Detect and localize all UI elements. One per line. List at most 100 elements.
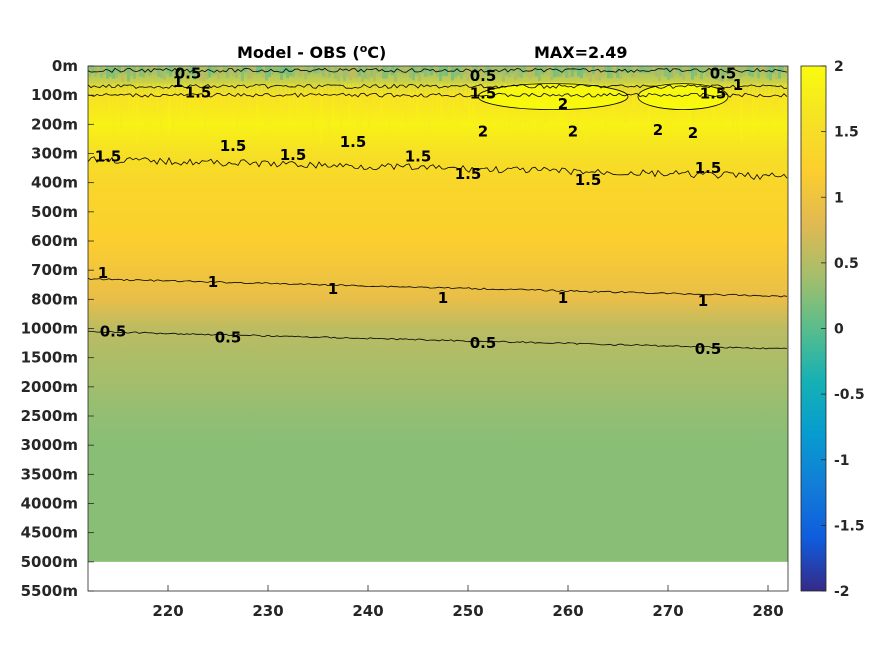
heatmap-cell	[700, 66, 703, 80]
heatmap-cell	[307, 66, 310, 75]
x-tick-label: 280	[752, 602, 783, 620]
title-left-text: Model - OBS (	[237, 43, 360, 62]
heatmap-cell	[336, 83, 339, 99]
heatmap-cell	[320, 83, 323, 143]
heatmap-cell	[673, 66, 676, 77]
contour-lines	[88, 67, 788, 350]
heatmap-cell	[388, 66, 391, 75]
heatmap-cell	[757, 66, 760, 79]
x-tick-label: 220	[152, 602, 183, 620]
heatmap-cell	[157, 66, 160, 77]
heatmap-cell	[316, 83, 319, 99]
heatmap-cell	[394, 66, 397, 82]
contour-line	[88, 92, 788, 98]
colorbar-tick-label: 2	[834, 59, 844, 75]
heatmap-cell	[283, 66, 286, 74]
heatmap-cell	[712, 66, 715, 77]
heatmap-cell	[484, 83, 487, 123]
heatmap-cell	[181, 66, 184, 77]
heatmap-cell	[337, 66, 340, 82]
heatmap-cell	[584, 83, 587, 142]
y-tick-label: 600m	[31, 232, 78, 250]
heatmap-cell	[613, 66, 616, 75]
heatmap-cell	[130, 66, 133, 77]
heatmap-cell	[484, 66, 487, 75]
y-tick-label: 3500m	[21, 465, 78, 483]
heatmap-cell	[388, 83, 391, 132]
heatmap-cell	[100, 83, 103, 99]
heatmap-cell	[244, 66, 247, 73]
heatmap-cell	[358, 66, 361, 77]
heatmap-cell	[380, 83, 383, 116]
heatmap-cell	[444, 83, 447, 102]
heatmap-cell	[632, 83, 635, 108]
heatmap-cell	[720, 83, 723, 136]
heatmap-cell	[164, 83, 167, 110]
heatmap-cell	[212, 83, 215, 113]
heatmap-cell	[256, 66, 259, 74]
heatmap-cell	[466, 66, 469, 81]
heatmap-cell	[733, 66, 736, 76]
heatmap-cell	[367, 66, 370, 80]
x-tick-label: 250	[452, 602, 483, 620]
heatmap-cell	[192, 83, 195, 136]
heatmap-cell	[120, 83, 123, 129]
heatmap-cell	[152, 83, 155, 113]
heatmap-cell	[379, 66, 382, 77]
heatmap-cell	[288, 83, 291, 130]
heatmap-cell	[595, 66, 598, 81]
heatmap-cell	[679, 66, 682, 77]
heatmap-cell	[139, 66, 142, 77]
heatmap-cell	[468, 83, 471, 126]
heatmap-cell	[148, 83, 151, 134]
heatmap-cell	[430, 66, 433, 76]
heatmap-cell	[685, 66, 688, 75]
contour-label: 2	[558, 95, 568, 113]
heatmap-cell	[202, 66, 205, 82]
heatmap-cell	[408, 83, 411, 105]
heatmap-cell	[460, 66, 463, 80]
heatmap-cell	[736, 83, 739, 131]
heatmap-cell	[376, 83, 379, 100]
heatmap-cell	[340, 83, 343, 134]
heatmap-cell	[211, 66, 214, 76]
contour-label: 1.5	[695, 159, 722, 177]
y-tick-label: 2500m	[21, 407, 78, 425]
heatmap-cell	[740, 83, 743, 142]
x-axis: 220 230 240 250 260 270 280	[152, 585, 784, 620]
heatmap-cell	[385, 66, 388, 79]
heatmap-cell	[571, 66, 574, 77]
heatmap-cell	[256, 83, 259, 136]
heatmap-cell	[328, 83, 331, 133]
heatmap-cell	[472, 83, 475, 128]
heatmap-cell	[706, 66, 709, 77]
heatmap-cell	[512, 83, 515, 137]
heatmap-cell	[244, 83, 247, 99]
heatmap-cell	[248, 83, 251, 110]
heatmap-cell	[277, 66, 280, 75]
heatmap-cell	[776, 83, 779, 111]
heatmap-cell	[140, 83, 143, 105]
heatmap-cell	[432, 83, 435, 115]
heatmap-cell	[691, 66, 694, 80]
heatmap-cell	[403, 66, 406, 75]
heatmap-cell	[121, 66, 124, 82]
contour-label: 1.5	[405, 147, 432, 165]
heatmap-cell	[296, 83, 299, 123]
heatmap-cell	[193, 66, 196, 80]
heatmap-cell	[592, 66, 595, 74]
heatmap-cell	[172, 66, 175, 73]
heatmap-cell	[778, 66, 781, 79]
heatmap-cell	[724, 83, 727, 95]
heatmap-cell	[208, 66, 211, 78]
colorbar-tick-label: 1.5	[834, 125, 859, 141]
heatmap-cell	[436, 83, 439, 123]
contour-label: 0.5	[470, 67, 497, 85]
heatmap-cell	[692, 83, 695, 142]
heatmap-cell	[346, 66, 349, 77]
y-tick-label: 2000m	[21, 378, 78, 396]
heatmap-cell	[106, 66, 109, 79]
heatmap-cell	[292, 83, 295, 112]
heatmap-cell	[445, 66, 448, 76]
